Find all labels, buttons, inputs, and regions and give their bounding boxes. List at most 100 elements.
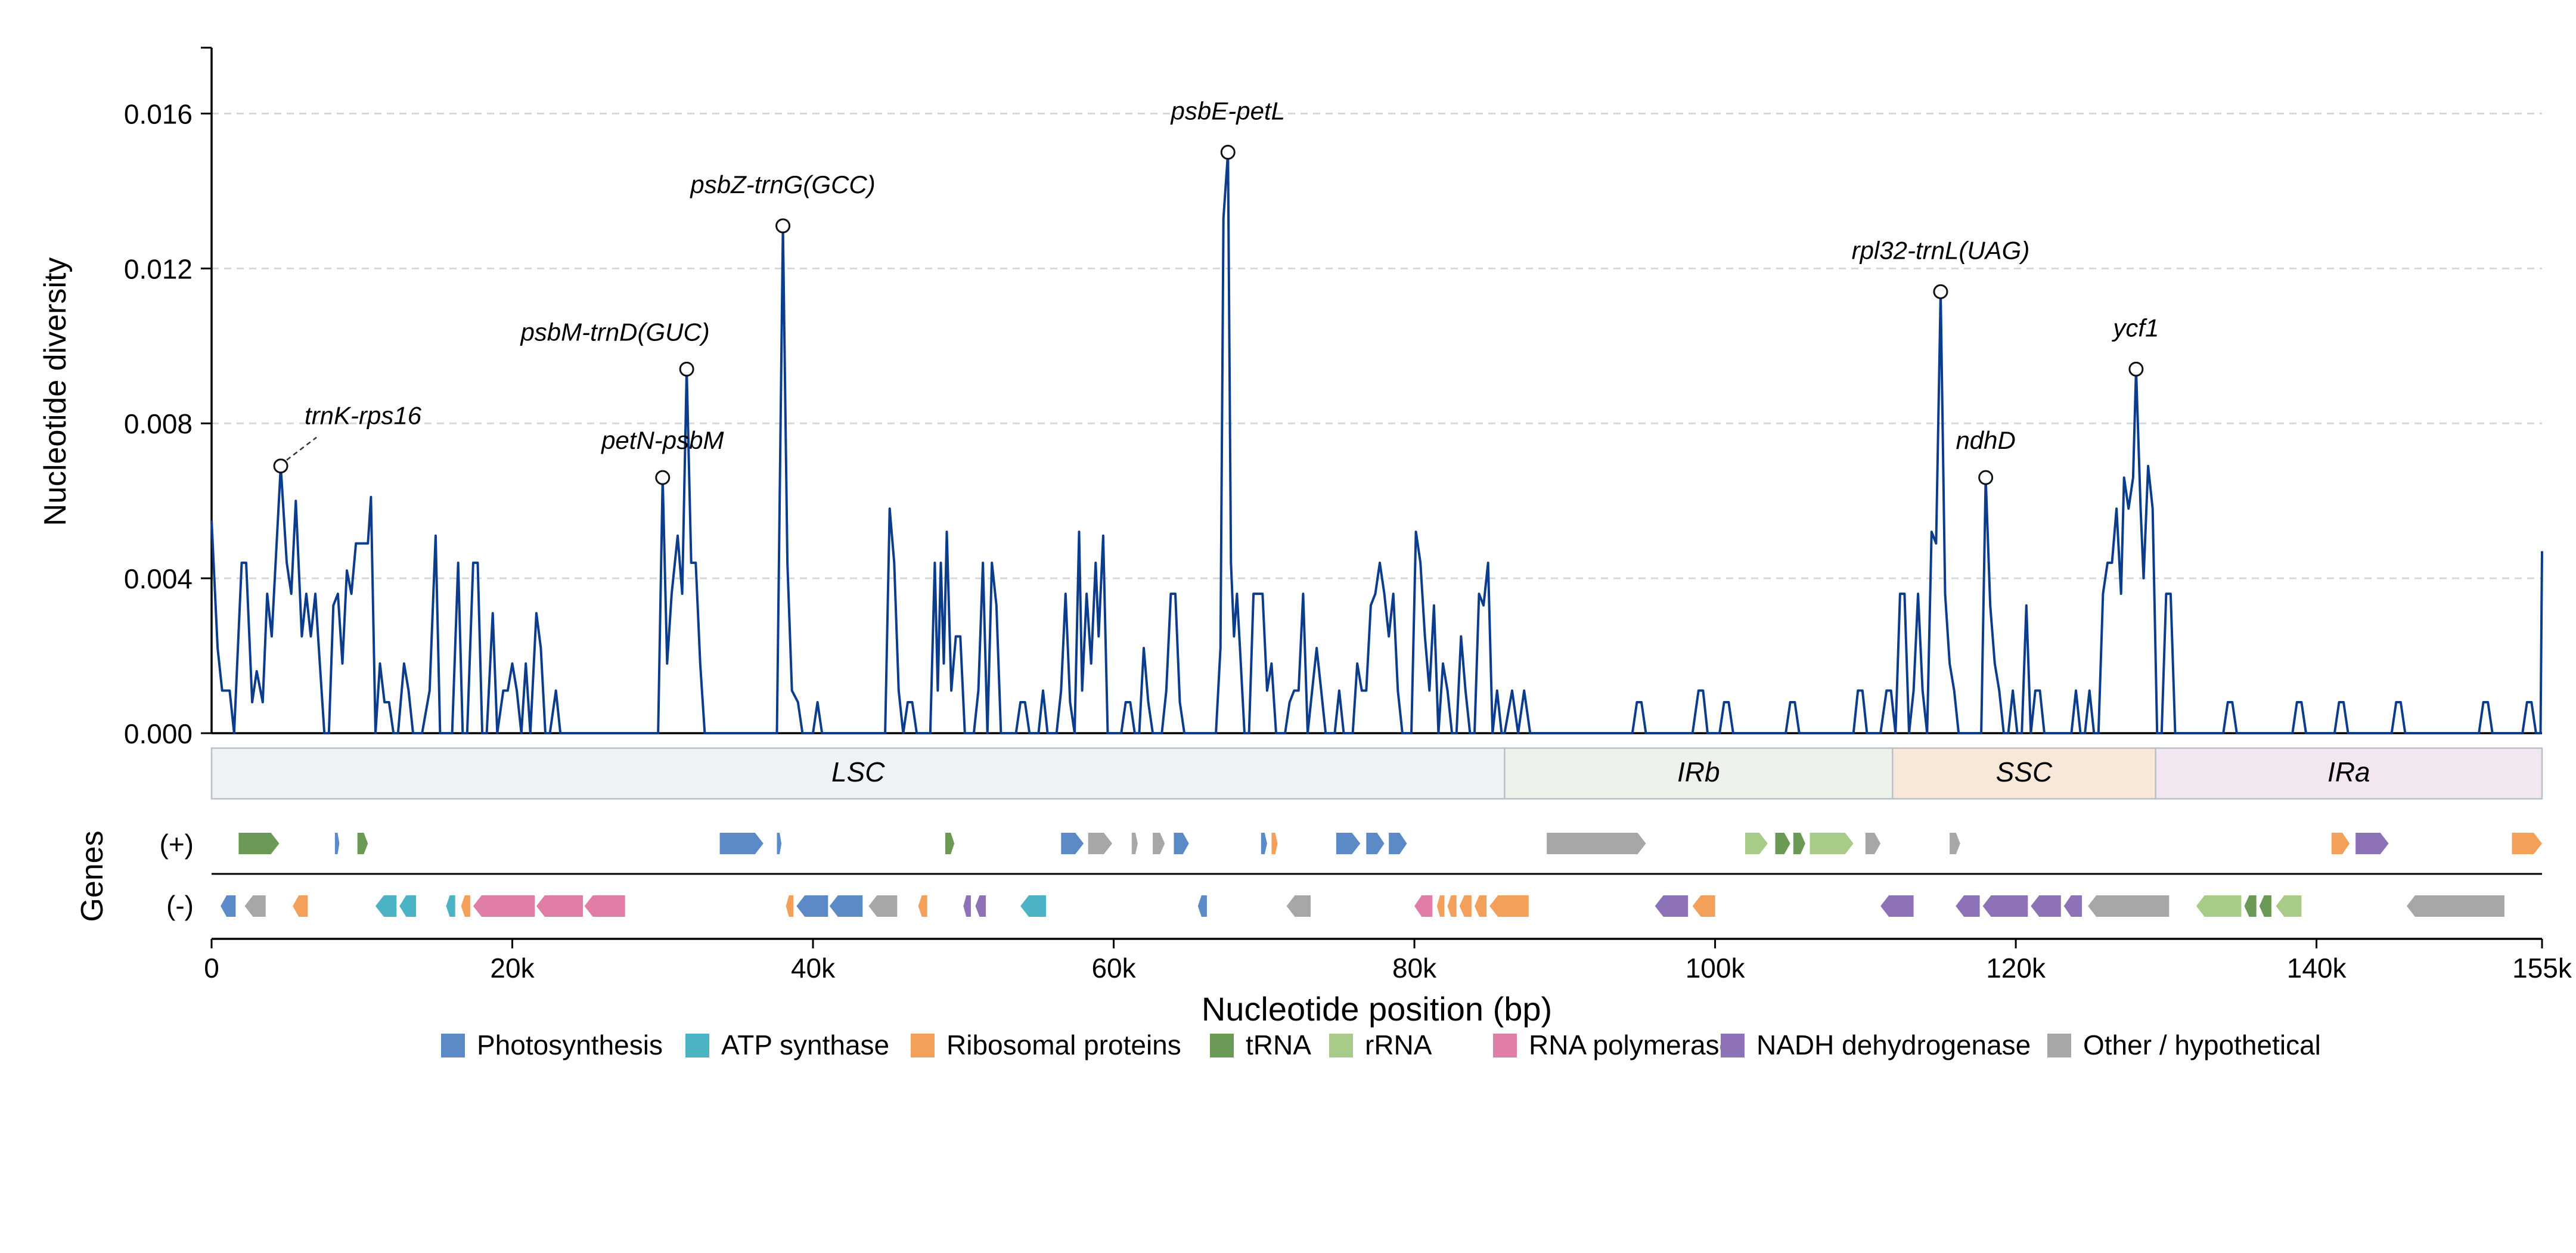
gene-arrow	[1088, 833, 1112, 854]
gene-arrow	[1810, 833, 1854, 854]
gene-arrow	[2331, 833, 2350, 854]
gene-arrow	[1489, 895, 1529, 917]
y-tick-label: 0.000	[124, 718, 193, 749]
gene-arrow	[1655, 895, 1689, 917]
peak-label: ycf1	[2111, 314, 2159, 342]
gene-arrow	[1174, 833, 1189, 854]
legend-label: Photosynthesis	[477, 1029, 663, 1060]
gene-arrow	[796, 895, 828, 917]
legend-label: ATP synthase	[721, 1029, 889, 1060]
gene-arrow	[1475, 895, 1487, 917]
region-label: IRa	[2327, 756, 2370, 787]
gene-arrow	[1982, 895, 2028, 917]
gene-arrow	[461, 895, 470, 917]
gene-arrow	[1336, 833, 1361, 854]
peak-marker	[775, 218, 791, 234]
peak-label: ndhD	[1956, 426, 2015, 454]
gene-arrow	[1745, 833, 1768, 854]
gene-arrow	[1459, 895, 1472, 917]
gene-arrow	[2355, 833, 2389, 854]
strand-minus-label: (-)	[166, 890, 194, 921]
region-ssc	[1891, 747, 2156, 800]
gene-arrow	[2512, 833, 2542, 854]
gene-arrow	[1956, 895, 1980, 917]
gridlines	[212, 112, 2542, 579]
legend-label: RNA polymerase	[1529, 1029, 1734, 1060]
gene-arrow	[357, 833, 368, 854]
gene-arrow	[1414, 895, 1433, 917]
gene-arrow	[244, 895, 266, 917]
gene-arrow	[719, 833, 764, 854]
y-axis: 0.000 0.004 0.008 0.012 0.016	[124, 46, 2542, 749]
gene-arrow	[1775, 833, 1790, 854]
legend-swatch	[1329, 1034, 1353, 1057]
peak-marker	[2128, 361, 2144, 377]
gene-arrow	[1880, 895, 1914, 917]
y-tick-label: 0.016	[124, 98, 193, 129]
peak-marker	[1978, 470, 1994, 485]
x-tick-label: 0	[204, 953, 219, 984]
gene-arrow	[1131, 833, 1138, 854]
gene-track	[212, 833, 2542, 917]
region-ira	[2155, 747, 2543, 800]
diversity-line-layer	[210, 151, 2543, 734]
gene-arrow	[1547, 833, 1646, 854]
gene-arrow	[446, 895, 455, 917]
x-tick-label: 60k	[1091, 953, 1136, 984]
legend-label: NADH dehydrogenase	[1756, 1029, 2031, 1060]
peak-label: psbE-petL	[1170, 97, 1285, 125]
legend-label: Ribosomal proteins	[946, 1029, 1181, 1060]
gene-arrow	[1197, 895, 1207, 917]
peak-marker	[273, 458, 288, 474]
region-irb	[1504, 747, 1894, 800]
gene-arrow	[1061, 833, 1084, 854]
gene-arrow	[918, 895, 927, 917]
x-tick-label: 80k	[1392, 953, 1437, 984]
gene-arrow	[1865, 833, 1881, 854]
legend: Photosynthesis ATP synthase Ribosomal prot…	[441, 1029, 2321, 1060]
region-label: IRb	[1677, 756, 1720, 787]
gene-arrow	[786, 895, 794, 917]
gene-arrow	[2259, 895, 2271, 917]
peak-marker	[1220, 144, 1236, 160]
peak-label: rpl32-trnL(UAG)	[1852, 236, 2030, 264]
gene-arrow	[868, 895, 898, 917]
gene-arrow	[2244, 895, 2257, 917]
gene-arrow	[975, 895, 986, 917]
gene-arrow	[1950, 833, 1960, 854]
gene-arrow	[1286, 895, 1311, 917]
plot-area: 0.000 0.004 0.008 0.012 0.016 trnK-rps16 petN…	[124, 46, 2543, 749]
gene-arrow	[1153, 833, 1165, 854]
legend-swatch	[685, 1034, 709, 1057]
peak-marker	[655, 470, 671, 485]
diversity-series-line	[210, 151, 2543, 734]
legend-swatch	[441, 1034, 465, 1057]
y-tick-label: 0.004	[124, 563, 193, 594]
region-label: SSC	[1996, 756, 2053, 787]
legend-swatch	[1493, 1034, 1517, 1057]
gene-arrow	[1261, 833, 1267, 854]
strand-plus-label: (+)	[160, 829, 194, 860]
gene-arrow	[293, 895, 308, 917]
x-tick-label: 155k	[2512, 953, 2572, 984]
peak-annotations: trnK-rps16 petN-psbM psbM-trnD(GUC) psbZ-tr…	[273, 97, 2159, 485]
legend-swatch	[911, 1034, 935, 1057]
gene-arrow	[536, 895, 584, 917]
gene-arrow	[2088, 895, 2170, 917]
gene-arrow	[584, 895, 625, 917]
gene-arrow	[777, 833, 782, 854]
x-tick-label: 140k	[2287, 953, 2347, 984]
y-tick-label: 0.008	[124, 408, 193, 439]
gene-arrow	[945, 833, 955, 854]
legend-swatch	[1721, 1034, 1745, 1057]
x-tick-label: 120k	[1986, 953, 2046, 984]
gene-arrow	[1692, 895, 1715, 917]
x-tick-label: 40k	[791, 953, 836, 984]
gene-arrow	[334, 833, 340, 854]
genome-region-bar: LSC IRb SSC IRa	[210, 747, 2543, 800]
gene-arrow	[1793, 833, 1805, 854]
gene-arrow	[221, 895, 236, 917]
gene-arrow	[2407, 895, 2504, 917]
gene-arrow	[1447, 895, 1457, 917]
